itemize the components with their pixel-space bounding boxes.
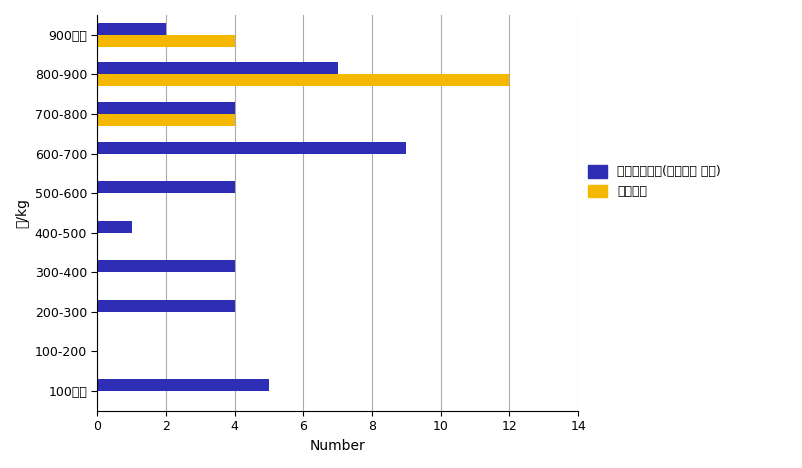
Bar [97,379,269,391]
Bar [97,142,406,154]
Bar [97,300,234,312]
Bar [97,221,132,233]
Legend: 인스턴트커피(조제커피 포함), 볶은커피: 인스턴트커피(조제커피 포함), 볶은커피 [582,160,725,203]
Bar [97,23,166,35]
Bar [97,74,508,86]
X-axis label: Number: Number [310,439,365,453]
Bar [97,102,234,114]
Bar [97,181,234,193]
Bar [97,114,234,126]
Y-axis label: ㎥/kg: ㎥/kg [15,198,29,228]
Bar [97,260,234,272]
Bar [97,35,234,47]
Bar [97,63,338,74]
